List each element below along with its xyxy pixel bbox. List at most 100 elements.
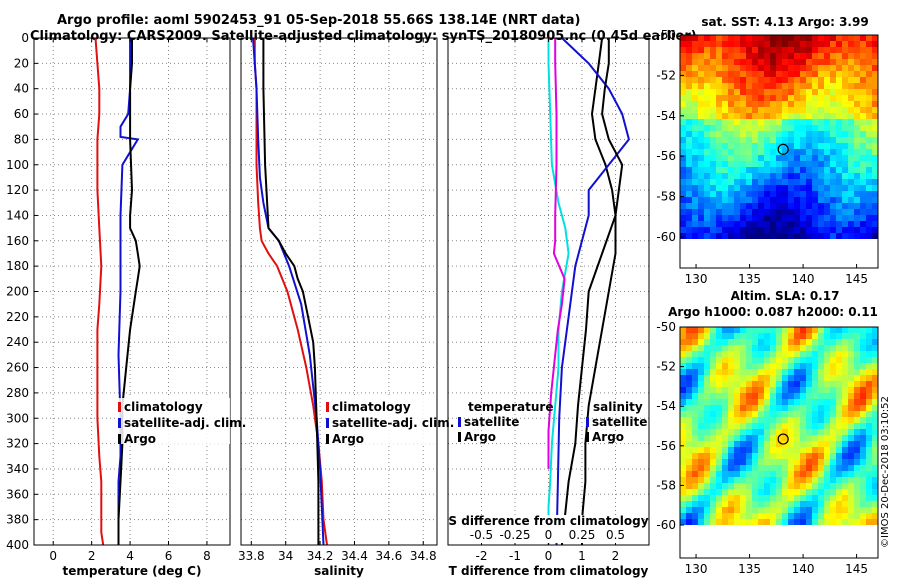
heatmap-cell xyxy=(824,137,830,143)
heatmap-cell xyxy=(794,173,800,179)
heatmap-cell xyxy=(752,179,758,185)
heatmap-cell xyxy=(680,197,686,203)
heatmap-cell xyxy=(704,513,710,519)
heatmap-cell xyxy=(728,65,734,71)
heatmap-cell xyxy=(776,375,782,381)
heatmap-cell xyxy=(680,345,686,351)
heatmap-cell xyxy=(812,339,818,345)
heatmap-cell xyxy=(812,351,818,357)
heatmap-cell xyxy=(842,381,848,387)
heatmap-cell xyxy=(746,465,752,471)
heatmap-cell xyxy=(794,471,800,477)
heatmap-cell xyxy=(860,221,866,227)
heatmap-cell xyxy=(728,59,734,65)
heatmap-cell xyxy=(710,35,716,41)
heatmap-cell xyxy=(782,179,788,185)
heatmap-cell xyxy=(704,333,710,339)
heatmap-cell xyxy=(794,137,800,143)
heatmap-cell xyxy=(728,351,734,357)
x-tick-label: 6 xyxy=(165,549,173,563)
plot-frame xyxy=(33,37,231,546)
heatmap-cell xyxy=(794,125,800,131)
heatmap-cell xyxy=(716,59,722,65)
heatmap-cell xyxy=(872,215,878,221)
heatmap-cell xyxy=(692,345,698,351)
heatmap-cell xyxy=(794,405,800,411)
heatmap-cell xyxy=(692,519,698,525)
heatmap-cell xyxy=(704,501,710,507)
heatmap-cell xyxy=(812,405,818,411)
heatmap-cell xyxy=(800,465,806,471)
heatmap-cell xyxy=(836,423,842,429)
y-tick-label: 180 xyxy=(6,259,29,273)
heatmap-cell xyxy=(788,495,794,501)
heatmap-cell xyxy=(710,501,716,507)
heatmap-cell xyxy=(770,501,776,507)
heatmap-cell xyxy=(710,447,716,453)
heatmap-cell xyxy=(848,197,854,203)
heatmap-cell xyxy=(812,429,818,435)
heatmap-cell xyxy=(806,35,812,41)
heatmap-cell xyxy=(740,459,746,465)
heatmap-cell xyxy=(764,393,770,399)
heatmap-cell xyxy=(728,471,734,477)
heatmap-cell xyxy=(800,71,806,77)
heatmap-cell xyxy=(776,185,782,191)
heatmap-cell xyxy=(806,59,812,65)
heatmap-cell xyxy=(692,363,698,369)
heatmap-cell xyxy=(812,501,818,507)
x-tick-label: 34.8 xyxy=(410,549,437,563)
heatmap-cell xyxy=(854,203,860,209)
heatmap-cell xyxy=(812,465,818,471)
heatmap-cell xyxy=(860,477,866,483)
heatmap-cell xyxy=(818,417,824,423)
heatmap-cell xyxy=(830,333,836,339)
heatmap-cell xyxy=(806,197,812,203)
heatmap-cell xyxy=(722,149,728,155)
heatmap-cell xyxy=(728,119,734,125)
heatmap-cell xyxy=(818,363,824,369)
x-tick-label: 4 xyxy=(126,549,134,563)
heatmap-cell xyxy=(800,399,806,405)
heatmap-cell xyxy=(776,429,782,435)
heatmap-cell xyxy=(722,399,728,405)
heatmap-cell xyxy=(770,107,776,113)
heatmap-cell xyxy=(830,363,836,369)
heatmap-cell xyxy=(806,327,812,333)
heatmap-cell xyxy=(710,357,716,363)
heatmap-cell xyxy=(860,423,866,429)
heatmap-cell xyxy=(746,143,752,149)
heatmap-cell xyxy=(692,65,698,71)
heatmap-cell xyxy=(740,35,746,41)
heatmap-cell xyxy=(860,209,866,215)
heatmap-cell xyxy=(836,161,842,167)
heatmap-cell xyxy=(758,357,764,363)
heatmap-cell xyxy=(764,507,770,513)
heatmap-cell xyxy=(740,209,746,215)
heatmap-cell xyxy=(782,513,788,519)
heatmap-cell xyxy=(806,447,812,453)
heatmap-cell xyxy=(830,41,836,47)
heatmap-cell xyxy=(752,471,758,477)
heatmap-cell xyxy=(788,119,794,125)
heatmap-cell xyxy=(788,327,794,333)
heatmap-cell xyxy=(770,381,776,387)
heatmap-cell xyxy=(872,369,878,375)
heatmap-cell xyxy=(692,53,698,59)
heatmap-cell xyxy=(764,83,770,89)
heatmap-cell xyxy=(818,173,824,179)
heatmap-cell xyxy=(818,203,824,209)
heatmap-cell xyxy=(782,429,788,435)
heatmap-cell xyxy=(800,519,806,525)
heatmap-cell xyxy=(818,519,824,525)
x-tick-label: 0 xyxy=(49,549,57,563)
heatmap-cell xyxy=(758,369,764,375)
heatmap-cell xyxy=(770,333,776,339)
heatmap-cell xyxy=(788,53,794,59)
heatmap-cell xyxy=(746,47,752,53)
heatmap-cell xyxy=(764,453,770,459)
heatmap-cell xyxy=(860,393,866,399)
legend-backdrop xyxy=(326,398,436,444)
heatmap-cell xyxy=(842,215,848,221)
y-tick-label: 140 xyxy=(6,208,29,222)
